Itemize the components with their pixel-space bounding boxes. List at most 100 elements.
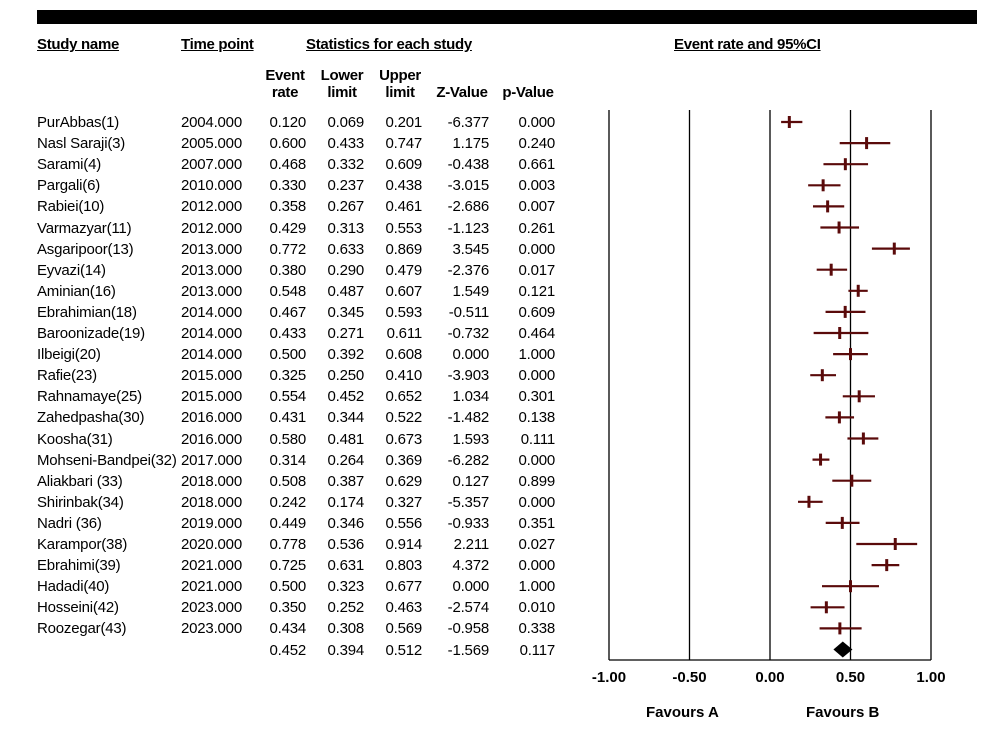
study-z: -5.357 (447, 493, 490, 511)
study-z: -1.123 (447, 219, 490, 237)
study-z: 4.372 (452, 557, 489, 575)
study-time-point: 2004.000 (181, 114, 242, 131)
study-z: -1.482 (447, 409, 490, 427)
study-time-point: 2012.000 (181, 219, 242, 237)
study-rate: 0.242 (269, 493, 306, 511)
study-z: -0.732 (447, 325, 490, 342)
study-z: 3.545 (452, 240, 489, 258)
study-lower: 0.387 (327, 472, 364, 490)
header-z-value: Z-Value (436, 84, 488, 101)
study-upper: 0.611 (386, 325, 423, 342)
study-rate: 0.600 (269, 135, 306, 153)
study-name: Rafie(23) (37, 367, 97, 385)
summary-rate: 0.452 (269, 641, 306, 659)
study-time-point: 2015.000 (181, 388, 242, 406)
study-time-point: 2023.000 (181, 620, 242, 638)
study-lower: 0.481 (327, 430, 364, 448)
study-lower: 0.392 (327, 346, 364, 364)
study-p: 0.138 (518, 409, 555, 427)
study-upper: 0.609 (385, 156, 422, 174)
study-name: Karampor(38) (37, 536, 128, 553)
study-z: 0.127 (452, 472, 489, 490)
study-upper: 0.914 (385, 536, 422, 553)
study-z: -2.686 (447, 198, 490, 216)
study-lower: 0.346 (327, 514, 364, 532)
study-rate: 0.380 (269, 261, 306, 279)
favours-a-label: Favours A (646, 704, 719, 721)
study-lower: 0.264 (327, 451, 364, 469)
study-rate: 0.500 (269, 578, 306, 596)
study-name: Nasl Saraji(3) (37, 135, 126, 153)
study-rate: 0.554 (269, 388, 306, 406)
study-p: 1.000 (518, 346, 555, 364)
study-name: Koosha(31) (37, 430, 113, 448)
x-tick-label: 1.00 (916, 669, 945, 686)
study-z: -0.438 (447, 156, 490, 174)
study-name: PurAbbas(1) (37, 114, 120, 131)
study-upper: 0.569 (385, 620, 422, 638)
study-z: -3.903 (447, 367, 490, 385)
study-z: 0.000 (452, 578, 489, 596)
study-rate: 0.358 (269, 198, 306, 216)
study-upper: 0.553 (385, 219, 422, 237)
study-p: 0.111 (520, 430, 556, 448)
study-rate: 0.548 (269, 282, 306, 300)
study-name: Shirinbak(34) (37, 493, 124, 511)
study-p: 0.240 (518, 135, 555, 153)
study-time-point: 2014.000 (181, 346, 242, 364)
study-p: 0.899 (518, 472, 555, 490)
study-time-point: 2010.000 (181, 177, 242, 195)
study-p: 0.010 (518, 599, 555, 617)
study-rate: 0.330 (269, 177, 306, 195)
study-lower: 0.290 (327, 261, 364, 279)
summary-p: 0.117 (519, 641, 556, 659)
study-z: -0.958 (447, 620, 490, 638)
study-lower: 0.271 (327, 325, 364, 342)
study-p: 0.000 (518, 240, 555, 258)
study-name: Eyvazi(14) (37, 261, 106, 279)
summary-upper: 0.512 (385, 641, 422, 659)
study-name: Rahnamaye(25) (37, 388, 142, 406)
study-lower: 0.174 (327, 493, 364, 511)
study-time-point: 2013.000 (181, 261, 242, 279)
study-upper: 0.463 (385, 599, 422, 617)
study-name: Roozegar(43) (37, 620, 127, 638)
study-time-point: 2013.000 (181, 240, 242, 258)
study-z: -3.015 (447, 177, 490, 195)
study-z: -0.933 (447, 514, 490, 532)
study-z: 1.034 (452, 388, 489, 406)
study-p: 0.000 (518, 557, 555, 575)
study-rate: 0.433 (269, 325, 306, 342)
study-rate: 0.467 (269, 303, 306, 321)
study-p: 0.000 (518, 493, 555, 511)
study-time-point: 2016.000 (181, 409, 242, 427)
study-time-point: 2018.000 (181, 472, 242, 490)
study-z: -0.511 (448, 303, 489, 321)
study-p: 0.301 (518, 388, 555, 406)
study-z: 2.211 (453, 536, 490, 553)
study-time-point: 2020.000 (181, 536, 242, 553)
study-time-point: 2005.000 (181, 135, 242, 153)
study-upper: 0.629 (385, 472, 422, 490)
study-lower: 0.237 (327, 177, 364, 195)
study-z: -2.376 (447, 261, 490, 279)
study-name: Aminian(16) (37, 282, 116, 300)
study-time-point: 2019.000 (181, 514, 242, 532)
study-name: Pargali(6) (37, 177, 101, 195)
study-upper: 0.461 (385, 198, 422, 216)
study-upper: 0.201 (385, 114, 422, 131)
study-rate: 0.120 (269, 114, 306, 131)
x-tick-label: 0.50 (836, 669, 865, 686)
study-name: Aliakbari (33) (37, 472, 123, 490)
study-z: 1.175 (452, 135, 489, 153)
study-lower: 0.252 (327, 599, 364, 617)
study-rate: 0.434 (269, 620, 306, 638)
summary-z: -1.569 (447, 641, 490, 659)
study-name: Sarami(4) (37, 156, 102, 174)
study-time-point: 2014.000 (181, 325, 242, 342)
study-lower: 0.433 (327, 135, 364, 153)
study-lower: 0.069 (327, 114, 364, 131)
study-p: 0.351 (518, 514, 555, 532)
study-time-point: 2021.000 (181, 557, 242, 575)
study-time-point: 2018.000 (181, 493, 242, 511)
